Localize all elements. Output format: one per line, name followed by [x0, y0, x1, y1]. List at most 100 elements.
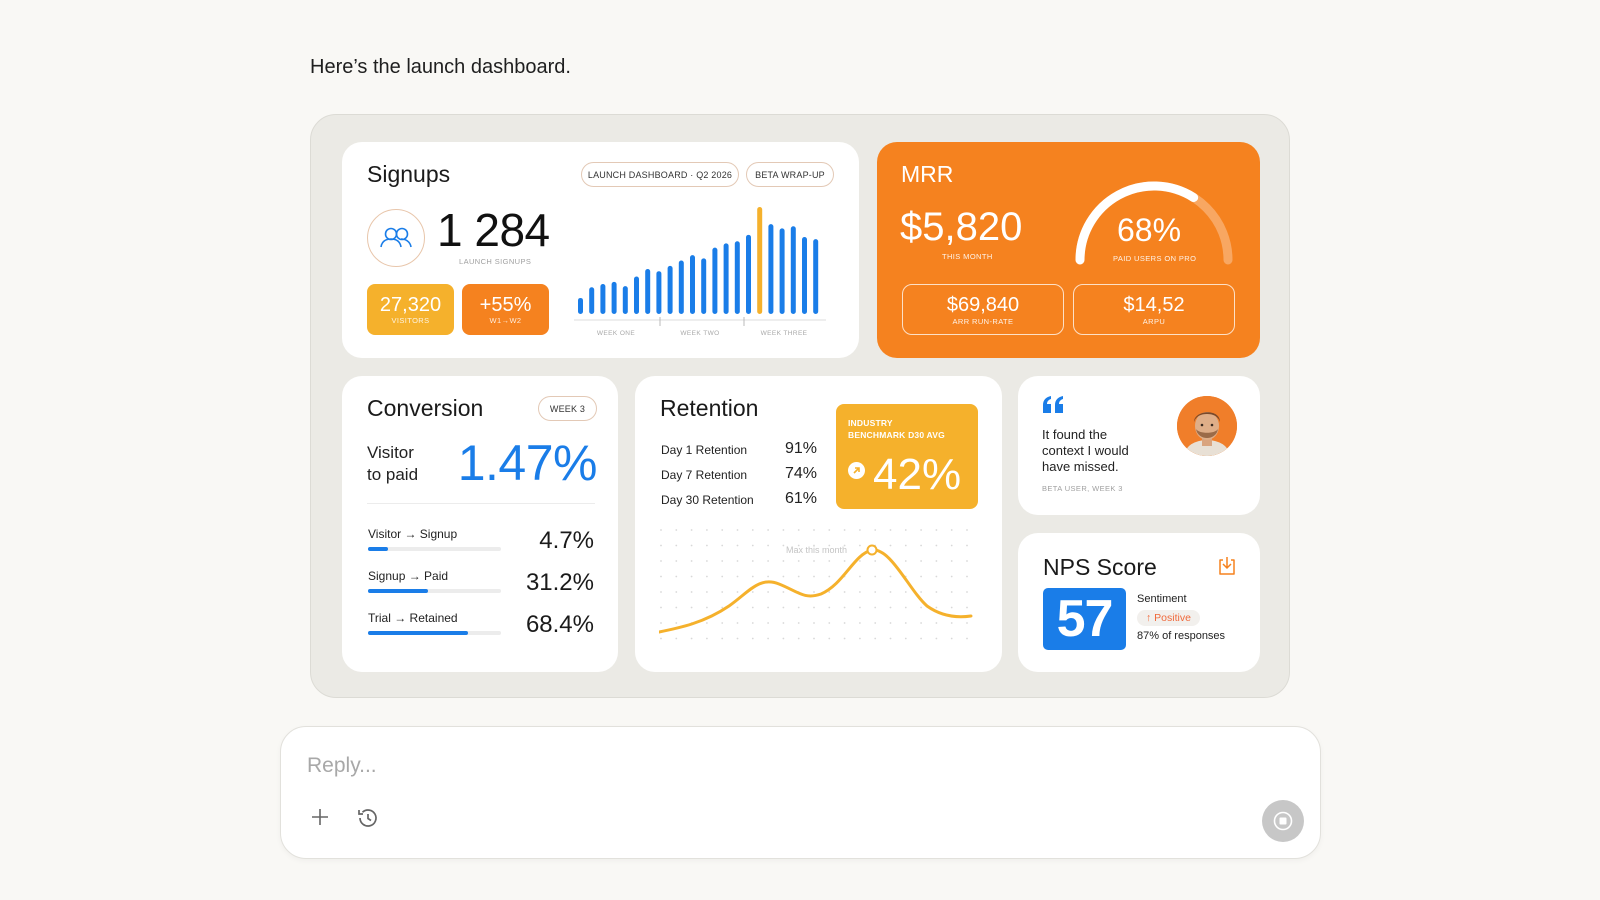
retention-row-3-label: Day 30 Retention: [661, 493, 754, 507]
retention-title: Retention: [660, 395, 759, 421]
quote-text: It found the context I would have missed…: [1042, 427, 1129, 475]
quote-line3: have missed.: [1042, 459, 1119, 474]
max-point-marker: [866, 544, 878, 556]
conversion-title: Conversion: [367, 395, 484, 421]
conv-row-1-fill: [368, 547, 388, 551]
visitor-to-paid-label: Visitor to paid: [367, 442, 418, 486]
benchmark-label-line1: INDUSTRY: [848, 418, 893, 428]
arr-stat: $69,840 ARR RUN-RATE: [902, 284, 1064, 335]
nps-score-box: 57: [1043, 588, 1126, 650]
history-icon[interactable]: [355, 805, 381, 831]
nps-title: NPS Score: [1043, 554, 1157, 580]
signup-bar: [634, 276, 639, 314]
signup-bar: [690, 255, 695, 314]
reply-box: Reply...: [280, 726, 1321, 859]
gauge-value: 68%: [1117, 212, 1182, 248]
launch-dashboard-pill: LAUNCH DASHBOARD · Q2 2026: [581, 162, 739, 187]
signup-bar: [645, 269, 651, 314]
conv-row-2-value: 31.2%: [525, 569, 594, 596]
visitors-label: VISITORS: [391, 316, 430, 325]
signups-bar-chart: WEEK ONE WEEK TWO WEEK THREE: [574, 207, 826, 337]
retention-row-2: Day 7 Retention 74%: [661, 465, 817, 482]
gauge-label: PAID USERS ON PRO: [1113, 254, 1197, 263]
benchmark-value: 42%: [873, 450, 962, 499]
signup-bar: [734, 241, 740, 314]
conv-row-3-bar: [368, 631, 501, 635]
signup-bar: [712, 247, 718, 314]
arpu-stat: $14,52 ARPU: [1073, 284, 1235, 335]
growth-label: W1→W2: [489, 316, 522, 325]
conv-row-1-label: Visitor → Signup: [368, 527, 458, 541]
conv-row-3-label: Trial → Retained: [368, 611, 458, 625]
signup-bar: [723, 243, 729, 314]
quote-attribution: BETA USER, WEEK 3: [1042, 484, 1123, 493]
arr-value: $69,840: [946, 293, 1020, 316]
signup-bar: [611, 281, 617, 314]
signups-total-label: LAUNCH SIGNUPS: [459, 257, 532, 266]
growth-stat: +55% W1→W2: [462, 284, 549, 335]
arr-label: ARR RUN-RATE: [952, 316, 1014, 326]
sentiment-badge: ↑ Positive: [1137, 610, 1200, 626]
signup-bar: [622, 286, 628, 314]
retention-row-3-value: 61%: [784, 490, 817, 507]
benchmark-label-line2: BENCHMARK D30 AVG: [848, 430, 945, 440]
signup-bar: [701, 258, 707, 314]
conv-row-1-value: 4.7%: [539, 527, 594, 554]
conversion-divider: [367, 503, 595, 504]
download-icon[interactable]: [1218, 556, 1236, 576]
conv-row-3-fill: [368, 631, 468, 635]
reply-input[interactable]: Reply...: [307, 754, 377, 777]
retention-line-chart: [659, 529, 973, 640]
stop-button[interactable]: [1262, 800, 1304, 842]
avatar: [1177, 396, 1237, 456]
quote-card: It found the context I would have missed…: [1018, 376, 1260, 515]
quote-icon: [1042, 395, 1066, 420]
conv-row-2-label: Signup → Paid: [368, 569, 449, 583]
visitors-stat: 27,320 VISITORS: [367, 284, 454, 335]
benchmark-box: INDUSTRY BENCHMARK D30 AVG 42%: [836, 404, 978, 509]
growth-value: +55%: [479, 294, 532, 316]
mrr-value: $5,820: [900, 205, 1023, 249]
arpu-value: $14,52: [1123, 293, 1185, 316]
paid-users-gauge: [1075, 181, 1233, 265]
nps-responses: 87% of responses: [1137, 630, 1226, 642]
signup-bar: [802, 236, 807, 314]
sentiment-label: Sentiment: [1137, 593, 1187, 605]
arpu-label: ARPU: [1142, 316, 1166, 326]
week-label: WEEK ONE: [597, 330, 635, 337]
dashboard-frame: Signups LAUNCH DASHBOARD · Q2 2026 BETA …: [310, 114, 1290, 698]
signup-bar: [779, 228, 785, 314]
signup-bar: [656, 271, 662, 314]
retention-row-2-value: 74%: [784, 465, 817, 482]
conversion-card: Conversion WEEK 3 Visitor to paid 1.47% …: [342, 376, 618, 672]
week3-pill: WEEK 3: [538, 396, 597, 421]
beta-wrapup-pill: BETA WRAP-UP: [746, 162, 834, 187]
visitor-to-paid-value: 1.47%: [457, 435, 598, 491]
signup-bar: [578, 297, 583, 314]
retention-row-2-label: Day 7 Retention: [661, 468, 748, 482]
retention-line: [659, 548, 973, 634]
nps-score: 57: [1056, 590, 1114, 648]
week-label: WEEK THREE: [761, 330, 808, 337]
users-icon: [367, 209, 425, 267]
quote-line1: It found the: [1042, 427, 1108, 442]
gauge-fill: [1075, 181, 1199, 265]
max-annotation: Max this month: [786, 545, 848, 555]
conv-row-2-fill: [368, 589, 428, 593]
arrow-up-right-icon: [848, 462, 865, 479]
signups-title: Signups: [367, 161, 451, 187]
intro-message: Here’s the launch dashboard.: [310, 56, 571, 78]
signup-bar: [790, 226, 796, 314]
retention-row-3: Day 30 Retention 61%: [661, 490, 817, 507]
nps-card: NPS Score 57 Sentiment ↑ Positive 87% of…: [1018, 533, 1260, 672]
visitor-label-line1: Visitor: [367, 443, 414, 462]
mrr-title: MRR: [901, 161, 954, 187]
retention-card: Retention Day 1 Retention 91% Day 7 Rete…: [635, 376, 1002, 672]
retention-row-1-label: Day 1 Retention: [661, 443, 748, 457]
signups-card: Signups LAUNCH DASHBOARD · Q2 2026 BETA …: [342, 142, 859, 358]
visitor-label-line2: to paid: [367, 465, 419, 484]
conv-row-1-bar: [368, 547, 501, 551]
benchmark-label: INDUSTRY BENCHMARK D30 AVG: [848, 417, 945, 441]
signup-bar: [746, 234, 751, 314]
plus-icon[interactable]: [308, 805, 332, 829]
